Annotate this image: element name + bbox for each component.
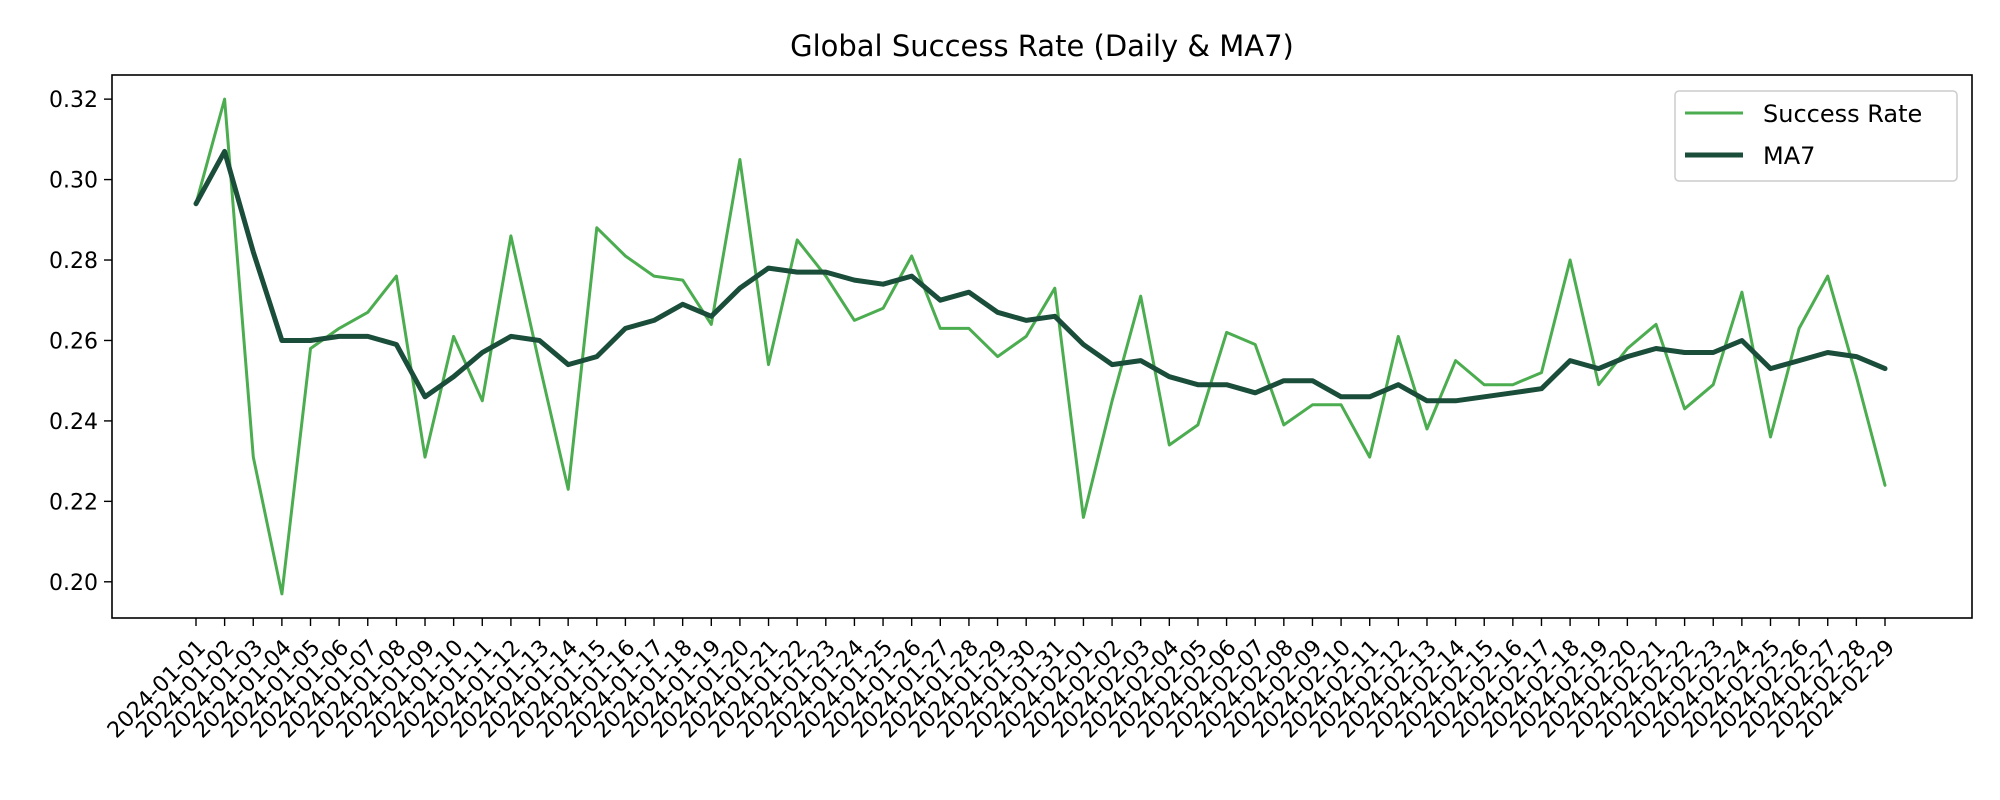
y-tick-label: 0.20: [49, 571, 98, 596]
legend-box: [1674, 90, 1958, 182]
legend-label: MA7: [1763, 142, 1815, 170]
y-tick-label: 0.32: [49, 88, 98, 113]
x-axis: 2024-01-012024-01-022024-01-032024-01-04…: [103, 618, 1900, 743]
y-axis: 0.20 0.22 0.24 0.26 0.28 0.30 0.32: [49, 88, 112, 596]
chart-title: Global Success Rate (Daily & MA7): [790, 29, 1294, 63]
legend-label: Success Rate: [1763, 100, 1922, 128]
y-tick-label: 0.30: [49, 169, 98, 194]
legend: Success Rate MA7: [1674, 90, 1958, 182]
y-tick-label: 0.28: [49, 249, 98, 274]
y-tick-label: 0.24: [49, 410, 98, 435]
plot-area-frame: [111, 74, 1973, 619]
plot-series: [193, 97, 1888, 596]
series-line-ma7: [193, 148, 1888, 404]
series-line-success-rate: [194, 97, 1887, 596]
y-tick-label: 0.22: [49, 490, 98, 515]
y-tick-label: 0.26: [49, 329, 98, 354]
